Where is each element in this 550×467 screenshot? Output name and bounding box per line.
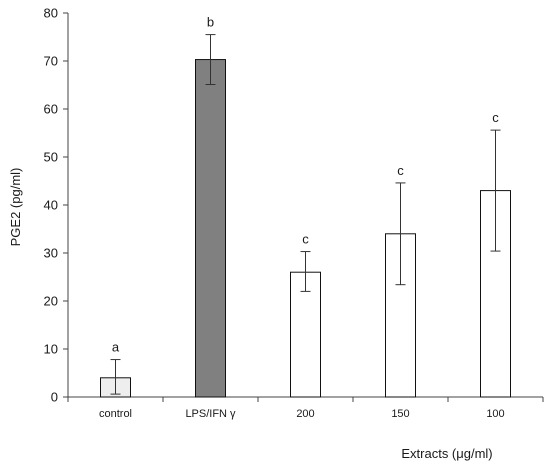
significance-letter: c — [397, 163, 404, 178]
bar — [195, 59, 226, 398]
significance-letter: c — [302, 232, 309, 247]
error-bars — [110, 34, 501, 395]
significance-letter: c — [492, 110, 499, 125]
x-tick-label: control — [99, 408, 132, 420]
y-axis-label: PGE2 (pg/ml) — [8, 168, 23, 247]
x-axis-label: Extracts (μg/ml) — [401, 446, 492, 461]
y-tick-label: 20 — [44, 294, 58, 309]
x-tick-label: 200 — [296, 408, 314, 420]
significance-letter: a — [112, 340, 120, 355]
y-tick-label: 50 — [44, 150, 58, 165]
y-tick-label: 80 — [44, 6, 58, 21]
significance-letter: b — [207, 15, 214, 30]
y-axis: 0 10 20 30 40 50 60 70 80 — [44, 6, 69, 405]
y-tick-label: 10 — [44, 342, 58, 357]
y-tick-label: 60 — [44, 102, 58, 117]
x-axis: control LPS/IFN γ 200 150 100 — [67, 396, 544, 420]
y-tick-label: 0 — [51, 390, 58, 405]
bar — [290, 271, 321, 398]
x-tick-label: 150 — [391, 408, 409, 420]
y-tick-label: 70 — [44, 54, 58, 69]
x-tick-label: 100 — [486, 408, 504, 420]
x-tick-label: LPS/IFN γ — [185, 408, 236, 420]
significance-letters: a b c c c — [112, 15, 499, 355]
y-tick-label: 40 — [44, 198, 58, 213]
y-tick-label: 30 — [44, 246, 58, 261]
bars — [100, 59, 511, 398]
